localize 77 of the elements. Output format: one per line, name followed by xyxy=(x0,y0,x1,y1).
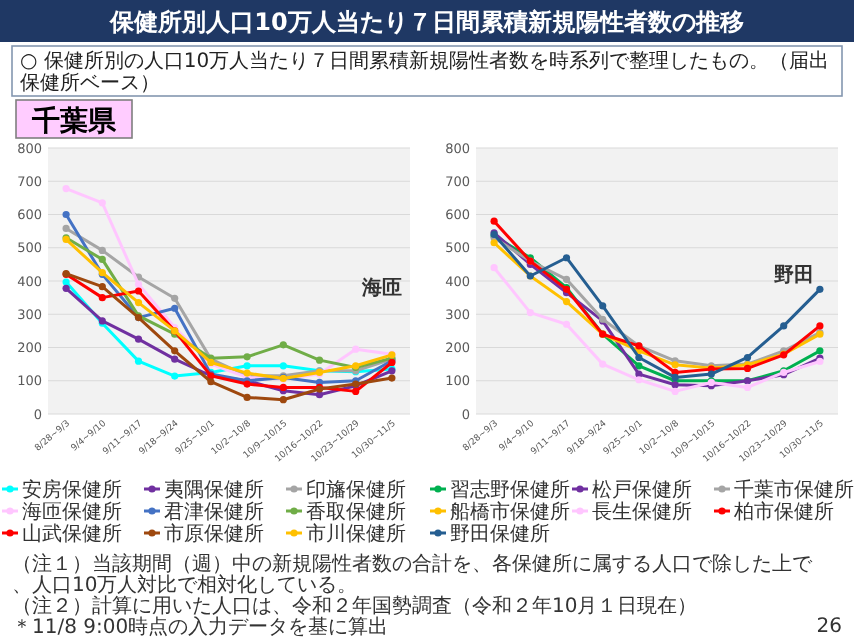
legend-label: 印旛保健所 xyxy=(306,478,406,502)
point xyxy=(352,387,360,395)
point xyxy=(490,264,498,272)
point xyxy=(134,280,143,288)
point xyxy=(207,378,215,386)
point xyxy=(98,255,106,263)
point xyxy=(62,184,70,193)
point xyxy=(171,372,179,380)
point xyxy=(671,387,679,395)
legend-label: 安房保健所 xyxy=(22,478,122,502)
point xyxy=(388,374,396,382)
point xyxy=(352,345,360,353)
legend-label: 松戸保健所 xyxy=(592,478,692,502)
point xyxy=(562,320,571,328)
point xyxy=(243,353,251,361)
point xyxy=(279,341,287,349)
text: （注２）計算に用いた人口は、令和２年国勢調査（令和２年10月１日現在） xyxy=(12,594,698,618)
point xyxy=(599,360,607,368)
point xyxy=(816,322,824,330)
point xyxy=(635,362,643,370)
annotation: 野田 xyxy=(774,263,814,287)
legend-label: 香取保健所 xyxy=(306,500,406,524)
point xyxy=(62,224,70,233)
legend-label: 船橋市保健所 xyxy=(450,500,570,524)
point xyxy=(707,370,715,378)
point xyxy=(635,353,643,362)
text: 26 xyxy=(816,616,842,638)
legend-label: 夷隅保健所 xyxy=(164,478,264,502)
point xyxy=(134,357,143,365)
point xyxy=(635,376,643,384)
point xyxy=(490,217,498,225)
legend-label: 市原保健所 xyxy=(164,522,264,546)
point xyxy=(743,383,752,391)
point xyxy=(816,285,824,293)
point xyxy=(526,308,534,317)
point xyxy=(816,347,824,355)
text: 千葉県 xyxy=(30,104,118,138)
point xyxy=(171,355,179,363)
point xyxy=(780,322,788,330)
point xyxy=(134,335,143,343)
point xyxy=(315,356,324,364)
point xyxy=(98,294,106,302)
point xyxy=(98,283,106,291)
point xyxy=(134,299,143,307)
point xyxy=(171,304,179,312)
point xyxy=(98,246,106,255)
point xyxy=(279,362,287,370)
legend-label: 長生保健所 xyxy=(592,500,692,524)
point xyxy=(62,284,70,292)
point xyxy=(243,362,251,370)
text: （注１）当該期間（週）中の新規陽性者数の合計を、各保健所に属する人口で除した上で、人口10万人対比で相対化している。 xyxy=(12,552,814,597)
annotation: 海匝 xyxy=(360,276,402,301)
legend-label: 山武保健所 xyxy=(22,522,122,546)
point xyxy=(743,353,752,362)
point xyxy=(562,298,571,306)
legend-label: 海匝保健所 xyxy=(22,500,122,524)
point xyxy=(490,239,498,247)
point xyxy=(279,396,287,404)
point xyxy=(62,278,70,286)
legend-label: 野田保健所 xyxy=(450,522,550,546)
point xyxy=(243,393,251,401)
legend-label: 市川保健所 xyxy=(306,522,406,546)
legend-label: 習志野保健所 xyxy=(450,478,570,502)
point xyxy=(62,210,70,219)
point xyxy=(134,287,143,295)
point xyxy=(171,294,179,302)
legend-label: 柏市保健所 xyxy=(732,500,834,524)
chart-subtitle: ○ 保健所別の人口10万人当たり７日間累積新規陽性者数を時系列で整理したもの。（届出保健所ベース） xyxy=(20,49,830,95)
chart-title: 保健所別人口10万人当たり７日間累積新規陽性者数の推移 xyxy=(108,8,744,36)
point xyxy=(562,275,571,283)
legend-label: 君津保健所 xyxy=(164,500,264,524)
legend-label: 千葉市保健所 xyxy=(734,478,854,502)
point xyxy=(171,347,179,355)
point xyxy=(562,254,571,262)
point xyxy=(599,302,607,310)
point xyxy=(98,199,106,207)
text: ＊11/8 9:00時点の入力データを基に算出 xyxy=(12,615,389,639)
